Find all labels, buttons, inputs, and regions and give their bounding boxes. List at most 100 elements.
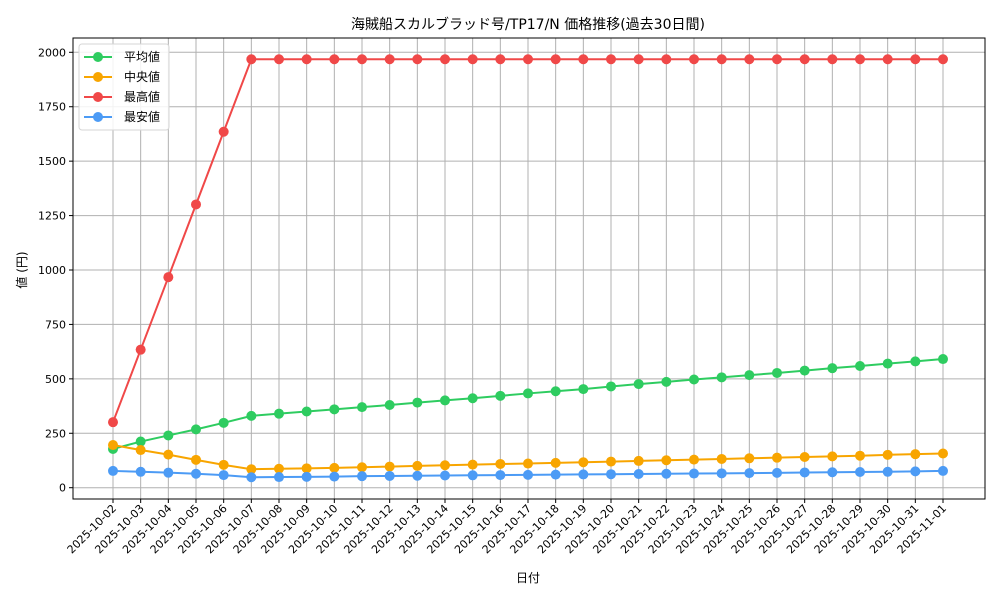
data-point-marker (910, 356, 921, 367)
data-point-marker (772, 452, 782, 463)
data-point-marker (384, 54, 395, 65)
data-point-marker (799, 467, 810, 478)
data-point-marker (661, 468, 672, 479)
data-point-marker (744, 468, 755, 479)
data-point-marker (882, 54, 893, 65)
legend-item: 平均値 (84, 49, 160, 64)
data-point-marker (606, 456, 616, 467)
data-point-marker (412, 460, 423, 471)
data-point-marker (882, 449, 893, 460)
series-0 (108, 354, 948, 454)
data-point-marker (772, 467, 782, 478)
data-point-marker (523, 54, 533, 65)
data-point-marker (827, 363, 838, 374)
data-point-marker (550, 386, 561, 397)
y-axis-label: 値 (円) (14, 251, 29, 288)
data-point-marker (550, 457, 561, 468)
data-point-marker (274, 408, 284, 419)
data-point-marker (772, 367, 782, 378)
data-point-marker (218, 417, 229, 428)
data-point-marker (384, 470, 395, 481)
data-point-marker (578, 54, 589, 65)
data-point-marker (218, 459, 229, 470)
data-point-marker (882, 466, 893, 477)
legend-marker-icon (93, 52, 103, 62)
data-point-marker (827, 451, 838, 462)
data-point-marker (274, 54, 284, 65)
data-point-marker (301, 463, 312, 474)
data-point-marker (218, 470, 229, 481)
data-point-marker (827, 467, 838, 478)
data-point-marker (550, 469, 561, 480)
data-point-marker (274, 472, 284, 483)
data-point-marker (523, 469, 533, 480)
data-point-marker (412, 470, 423, 481)
data-point-marker (191, 454, 201, 465)
data-point-marker (606, 54, 616, 65)
data-point-marker (467, 393, 478, 404)
data-point-marker (357, 471, 367, 482)
data-point-marker (772, 54, 782, 65)
data-point-marker (495, 458, 506, 469)
data-point-marker (467, 470, 478, 481)
y-tick-label: 750 (45, 318, 66, 331)
legend-marker-icon (93, 112, 103, 122)
data-point-marker (578, 384, 589, 395)
data-point-marker (633, 379, 644, 390)
data-point-marker (274, 463, 284, 474)
data-point-marker (412, 397, 423, 408)
data-point-marker (384, 461, 395, 472)
data-point-marker (440, 395, 450, 406)
series-1 (108, 440, 948, 475)
data-point-marker (661, 455, 672, 466)
data-point-marker (163, 449, 174, 460)
data-point-marker (357, 462, 367, 473)
data-point-marker (495, 54, 506, 65)
legend-item: 最安値 (84, 109, 160, 124)
data-point-marker (855, 467, 865, 478)
data-point-marker (301, 54, 312, 65)
legend-label: 最安値 (124, 109, 160, 124)
data-point-marker (716, 372, 727, 383)
data-point-marker (855, 450, 865, 461)
legend-label: 中央値 (124, 69, 160, 84)
data-point-marker (495, 390, 506, 401)
data-point-marker (191, 468, 201, 479)
data-point-marker (799, 54, 810, 65)
y-tick-label: 1250 (38, 210, 66, 223)
data-point-marker (689, 54, 699, 65)
data-point-marker (135, 445, 146, 456)
y-tick-label: 1750 (38, 101, 66, 114)
data-point-marker (495, 470, 506, 481)
data-point-marker (716, 54, 727, 65)
legend-label: 平均値 (124, 49, 160, 64)
data-point-marker (246, 410, 257, 421)
data-point-marker (412, 54, 423, 65)
data-point-marker (440, 54, 450, 65)
data-point-marker (910, 54, 921, 65)
data-point-marker (689, 454, 699, 465)
data-point-marker (633, 54, 644, 65)
data-point-marker (938, 54, 948, 65)
data-point-marker (191, 424, 201, 435)
data-point-marker (578, 457, 589, 468)
x-axis: 2025-10-022025-10-032025-10-042025-10-05… (65, 499, 949, 556)
data-point-marker (938, 354, 948, 365)
data-point-marker (523, 388, 533, 399)
series-2 (108, 54, 948, 428)
data-point-marker (246, 472, 257, 483)
data-point-marker (661, 376, 672, 387)
data-point-marker (716, 468, 727, 479)
y-axis: 0 250 500 750 1000 1250 1500 1750 2000 (38, 46, 73, 495)
data-point-marker (744, 54, 755, 65)
data-point-marker (135, 466, 146, 477)
data-point-marker (357, 402, 367, 413)
data-point-marker (440, 460, 450, 471)
data-point-marker (910, 449, 921, 460)
x-axis-label: 日付 (516, 571, 540, 585)
legend-label: 最高値 (124, 89, 160, 104)
data-point-marker (108, 440, 118, 451)
legend-box (78, 43, 170, 131)
